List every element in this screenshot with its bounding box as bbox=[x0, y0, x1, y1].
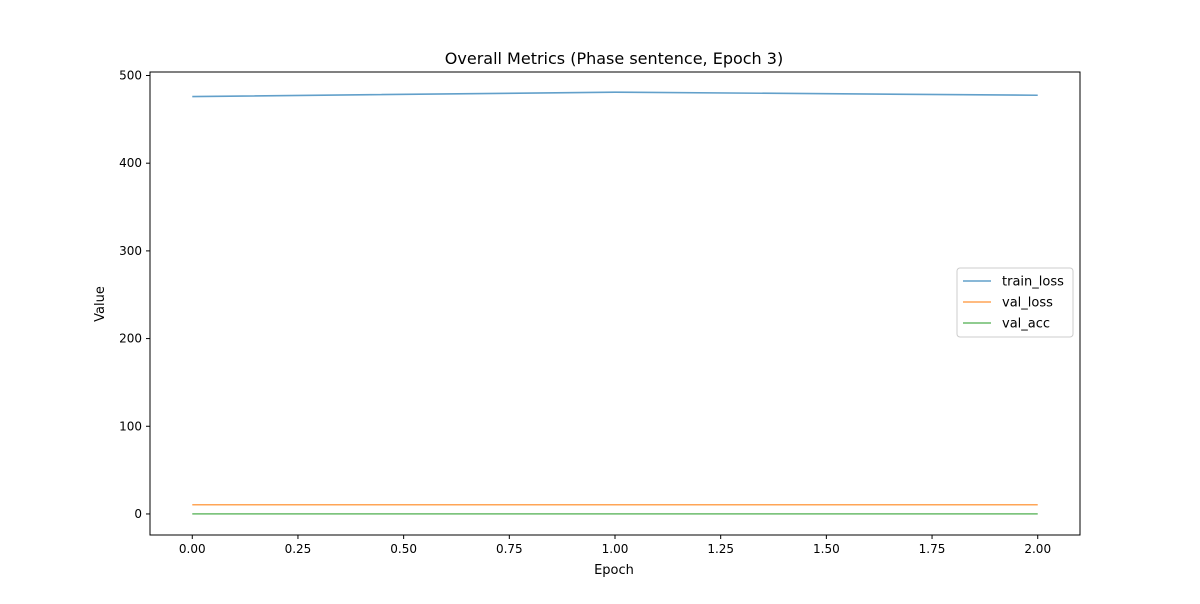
x-tick-label: 0.50 bbox=[390, 542, 417, 556]
y-axis: 0 100 200 300 400 500 bbox=[119, 69, 150, 521]
legend-label-val-loss: val_loss bbox=[1002, 296, 1053, 311]
x-tick-label: 1.50 bbox=[813, 542, 840, 556]
y-tick-label: 300 bbox=[119, 244, 142, 258]
x-axis-label: Epoch bbox=[594, 563, 634, 578]
legend-label-val-acc: val_acc bbox=[1002, 317, 1050, 332]
x-tick-label: 0.75 bbox=[496, 542, 523, 556]
legend-label-train-loss: train_loss bbox=[1002, 275, 1064, 290]
y-tick-label: 0 bbox=[134, 507, 142, 521]
legend-box bbox=[956, 267, 1074, 338]
y-tick-label: 100 bbox=[119, 419, 142, 433]
y-tick-label: 500 bbox=[119, 69, 142, 83]
y-tick-label: 400 bbox=[119, 156, 142, 170]
x-tick-label: 2.00 bbox=[1024, 542, 1051, 556]
chart-title: Overall Metrics (Phase sentence, Epoch 3… bbox=[445, 49, 783, 68]
x-tick-label: 1.00 bbox=[602, 542, 629, 556]
y-tick-label: 200 bbox=[119, 332, 142, 346]
x-tick-label: 0.25 bbox=[285, 542, 312, 556]
x-tick-label: 1.25 bbox=[707, 542, 734, 556]
y-axis-label: Value bbox=[93, 286, 108, 322]
x-tick-label: 1.75 bbox=[919, 542, 946, 556]
x-axis: 0.00 0.25 0.50 0.75 1.00 1.25 1.50 1.75 2.00 bbox=[179, 535, 1051, 556]
legend: train_loss val_loss val_acc bbox=[956, 267, 1074, 338]
x-tick-label: 0.00 bbox=[179, 542, 206, 556]
series-lines bbox=[192, 91, 1038, 515]
series-line-train-loss bbox=[192, 91, 1038, 98]
